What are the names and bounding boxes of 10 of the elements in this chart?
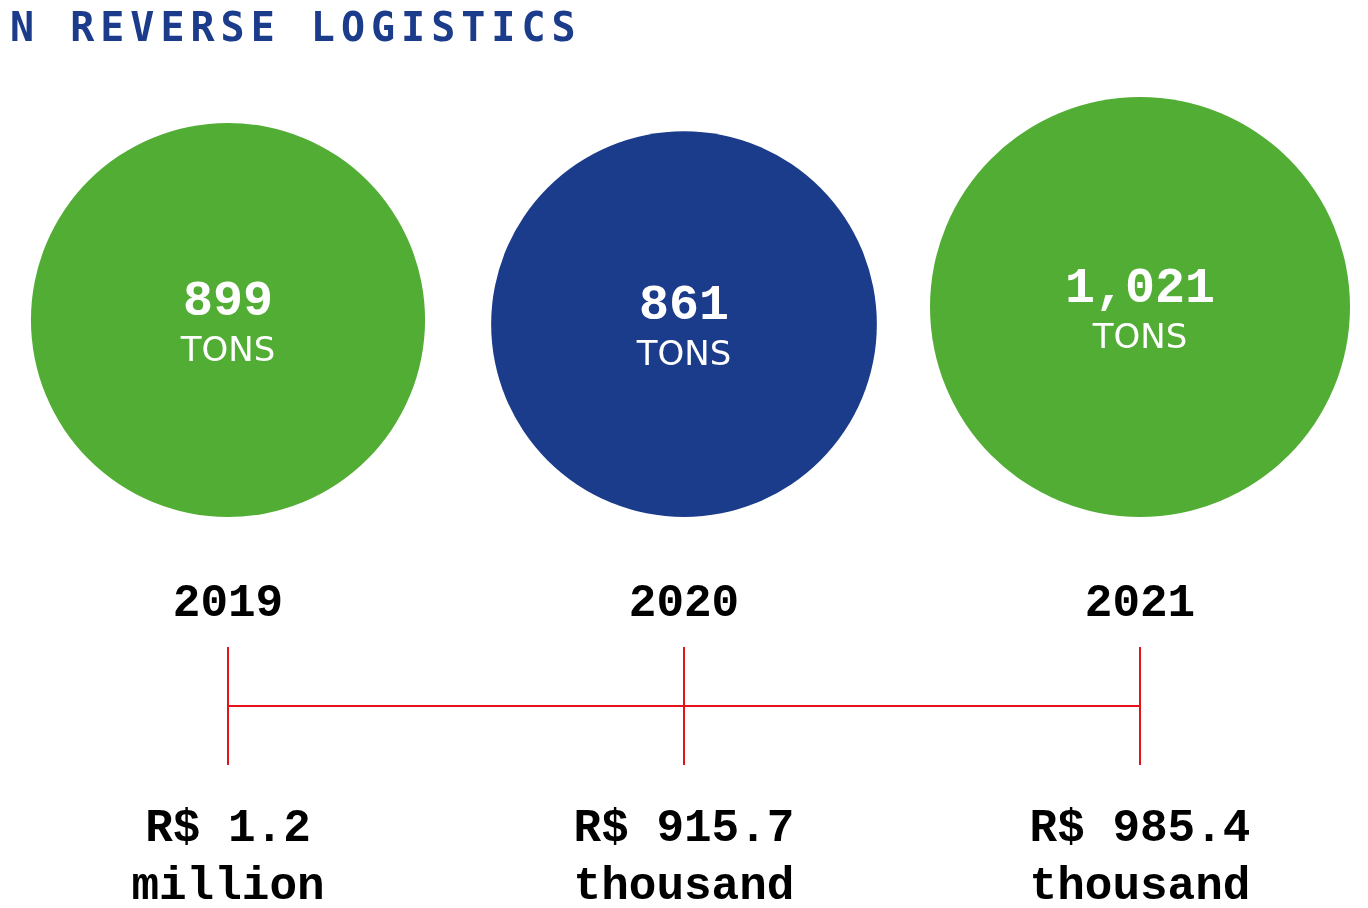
category-label: 2019 (171, 578, 285, 630)
data-label: 1,021 TONS (1064, 259, 1216, 356)
text: N REVERSE LOGISTICS (9, 4, 583, 50)
category-label: 2021 (1083, 578, 1197, 630)
category-label: 2020 (627, 578, 741, 630)
text: R$ 1.2 million (130, 802, 326, 908)
data-label: 899 TONS (179, 272, 276, 369)
text: R$ 915.7 thousand (572, 802, 796, 908)
text: R$ 985.4 thousand (1028, 802, 1252, 908)
data-label: 861 TONS (635, 276, 732, 373)
